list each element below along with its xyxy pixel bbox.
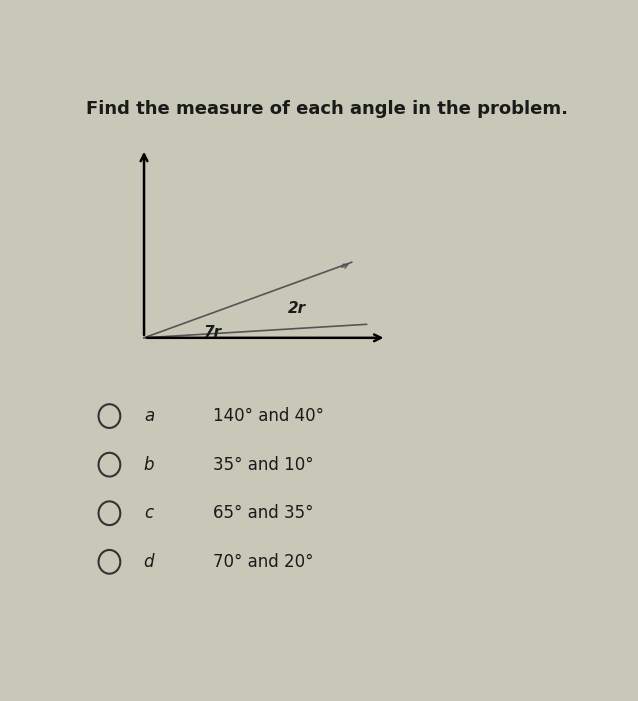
Text: 70° and 20°: 70° and 20° <box>213 553 314 571</box>
Text: 35° and 10°: 35° and 10° <box>213 456 314 474</box>
Text: Find the measure of each angle in the problem.: Find the measure of each angle in the pr… <box>86 100 568 118</box>
Text: 65° and 35°: 65° and 35° <box>213 504 314 522</box>
Text: b: b <box>144 456 154 474</box>
Text: d: d <box>144 553 154 571</box>
Text: 140° and 40°: 140° and 40° <box>213 407 324 425</box>
Text: 2r: 2r <box>288 301 306 315</box>
Text: c: c <box>144 504 154 522</box>
Text: a: a <box>144 407 154 425</box>
Text: 7r: 7r <box>204 325 222 340</box>
